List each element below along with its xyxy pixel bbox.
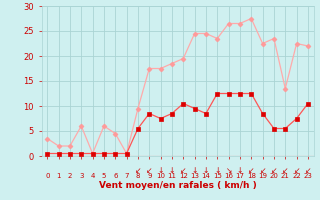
Text: ↓: ↓ [214, 166, 220, 175]
Text: ↘: ↘ [225, 166, 232, 175]
Text: ↙: ↙ [135, 166, 141, 175]
Text: ↙: ↙ [248, 166, 254, 175]
Text: ↙: ↙ [180, 166, 187, 175]
Text: ↙: ↙ [146, 166, 152, 175]
Text: ↙: ↙ [271, 166, 277, 175]
Text: ↓: ↓ [237, 166, 243, 175]
Text: ↙: ↙ [305, 166, 311, 175]
Text: ↓: ↓ [191, 166, 198, 175]
Text: ↙: ↙ [260, 166, 266, 175]
X-axis label: Vent moyen/en rafales ( km/h ): Vent moyen/en rafales ( km/h ) [99, 181, 256, 190]
Text: ↓: ↓ [203, 166, 209, 175]
Text: ↓: ↓ [157, 166, 164, 175]
Text: ↙: ↙ [293, 166, 300, 175]
Text: ↓: ↓ [169, 166, 175, 175]
Text: ↙: ↙ [282, 166, 288, 175]
